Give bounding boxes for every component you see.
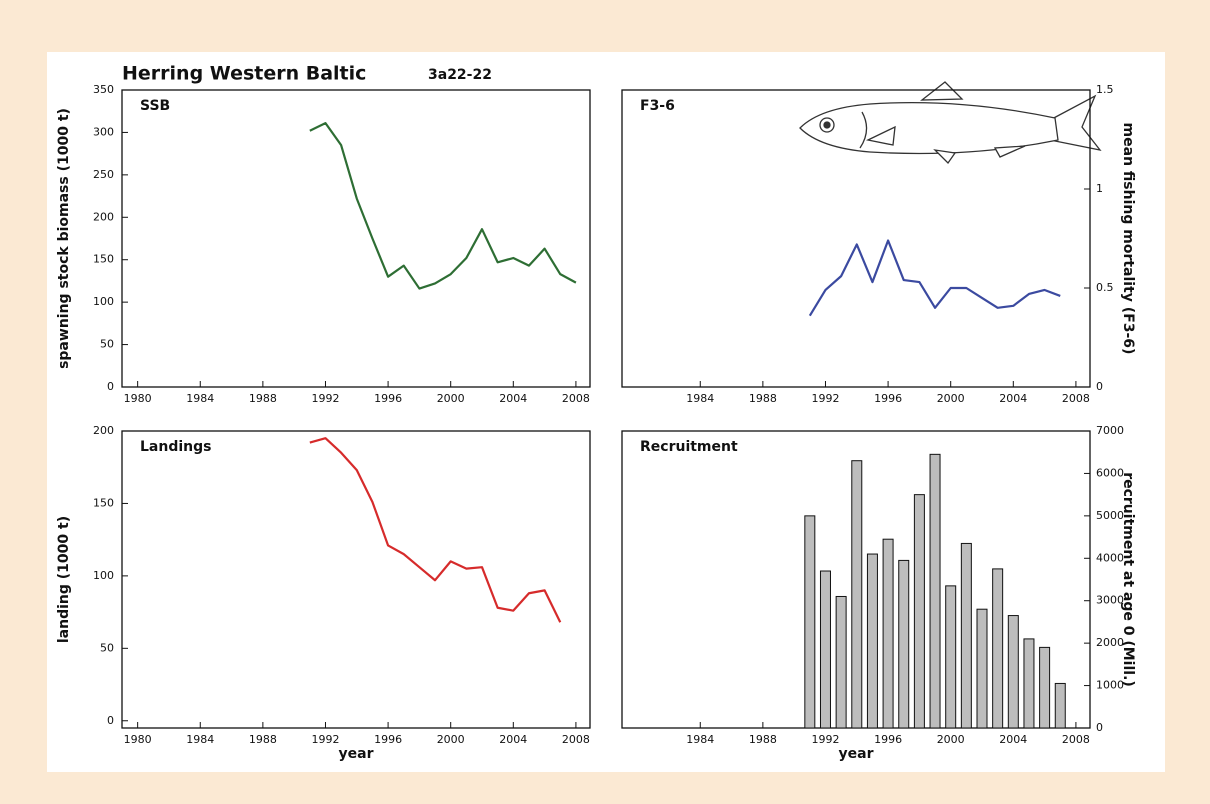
x-tick-label: 2004: [499, 733, 527, 746]
plot-frame: [121, 430, 591, 729]
bar: [960, 542, 972, 729]
fish-illustration: [799, 81, 1102, 165]
y-tick-label: 5000: [1096, 509, 1124, 522]
panel-title: Landings: [140, 439, 211, 455]
panel-title: F3-6: [640, 98, 675, 114]
x-tick-label: 1980: [124, 733, 152, 746]
x-axis-title: year: [339, 746, 374, 762]
x-tick-label: 1988: [749, 392, 777, 405]
x-tick-label: 2004: [999, 733, 1027, 746]
y-tick-label: 350: [93, 83, 114, 96]
y-tick-label: 1.5: [1096, 83, 1114, 96]
y-tick-label: 100: [93, 569, 114, 582]
bar: [898, 559, 910, 729]
x-tick-label: 1980: [124, 392, 152, 405]
bar: [1023, 638, 1035, 729]
y-tick-label: 4000: [1096, 551, 1124, 564]
x-tick-label: 1992: [311, 733, 339, 746]
panel-title: SSB: [140, 98, 170, 114]
y-tick-label: 200: [93, 424, 114, 437]
x-tick-label: 2004: [499, 392, 527, 405]
y-tick-label: 0: [1096, 721, 1103, 734]
y-tick-label: 100: [93, 295, 114, 308]
y-tick-label: 2000: [1096, 636, 1124, 649]
y-tick-label: 0: [107, 714, 114, 727]
bar: [945, 585, 957, 729]
x-tick-label: 1984: [686, 392, 714, 405]
x-tick-label: 1992: [311, 392, 339, 405]
bar: [976, 608, 988, 729]
x-tick-label: 2000: [437, 733, 465, 746]
y-tick-label: 1: [1096, 182, 1103, 195]
x-tick-label: 1988: [249, 733, 277, 746]
y-axis-title: mean fishing mortality (F3-6): [1120, 123, 1136, 355]
bar: [992, 568, 1004, 729]
x-tick-label: 2000: [437, 392, 465, 405]
y-tick-label: 300: [93, 125, 114, 138]
x-tick-label: 1988: [749, 733, 777, 746]
x-tick-label: 1984: [186, 392, 214, 405]
x-tick-label: 2004: [999, 392, 1027, 405]
bar: [1039, 646, 1051, 729]
y-tick-label: 3000: [1096, 594, 1124, 607]
x-tick-label: 1984: [686, 733, 714, 746]
x-tick-label: 1992: [811, 733, 839, 746]
y-axis-title: landing (1000 t): [56, 516, 72, 643]
x-tick-label: 1996: [874, 392, 902, 405]
bar: [835, 595, 847, 729]
y-tick-label: 0: [1096, 380, 1103, 393]
y-tick-label: 150: [93, 496, 114, 509]
data-line: [309, 121, 577, 290]
bar: [882, 538, 894, 729]
x-tick-label: 1992: [811, 392, 839, 405]
y-axis-title: recruitment at age 0 (Mill.): [1120, 472, 1136, 687]
x-tick-label: 1988: [249, 392, 277, 405]
y-tick-label: 250: [93, 168, 114, 181]
x-tick-label: 1996: [374, 392, 402, 405]
y-tick-label: 0.5: [1096, 281, 1114, 294]
x-tick-label: 2008: [1062, 392, 1090, 405]
data-line: [808, 239, 1061, 317]
x-tick-label: 1984: [186, 733, 214, 746]
plot-frame: [121, 89, 591, 388]
data-line: [309, 437, 562, 623]
y-tick-label: 50: [100, 338, 114, 351]
y-axis-title: spawning stock biomass (1000 t): [56, 108, 72, 369]
bar: [1054, 682, 1066, 729]
x-tick-label: 2008: [562, 392, 590, 405]
x-tick-label: 1996: [874, 733, 902, 746]
plot-frame: [621, 89, 1091, 388]
bar: [819, 570, 831, 729]
x-tick-label: 2000: [937, 733, 965, 746]
y-tick-label: 6000: [1096, 466, 1124, 479]
bar: [804, 515, 816, 729]
bar: [1007, 615, 1019, 729]
bar: [866, 553, 878, 729]
bar: [913, 494, 925, 729]
x-tick-label: 2008: [562, 733, 590, 746]
bar: [851, 460, 863, 729]
bar: [929, 453, 941, 729]
panel-title: Recruitment: [640, 439, 738, 455]
header-subtitle: 3a22-22: [428, 67, 492, 83]
x-axis-title: year: [839, 746, 874, 762]
y-tick-label: 50: [100, 641, 114, 654]
x-tick-label: 1996: [374, 733, 402, 746]
y-tick-label: 200: [93, 210, 114, 223]
y-tick-label: 0: [107, 380, 114, 393]
x-tick-label: 2000: [937, 392, 965, 405]
y-tick-label: 1000: [1096, 679, 1124, 692]
y-tick-label: 150: [93, 253, 114, 266]
y-tick-label: 7000: [1096, 424, 1124, 437]
header-title: Herring Western Baltic: [122, 63, 366, 85]
x-tick-label: 2008: [1062, 733, 1090, 746]
